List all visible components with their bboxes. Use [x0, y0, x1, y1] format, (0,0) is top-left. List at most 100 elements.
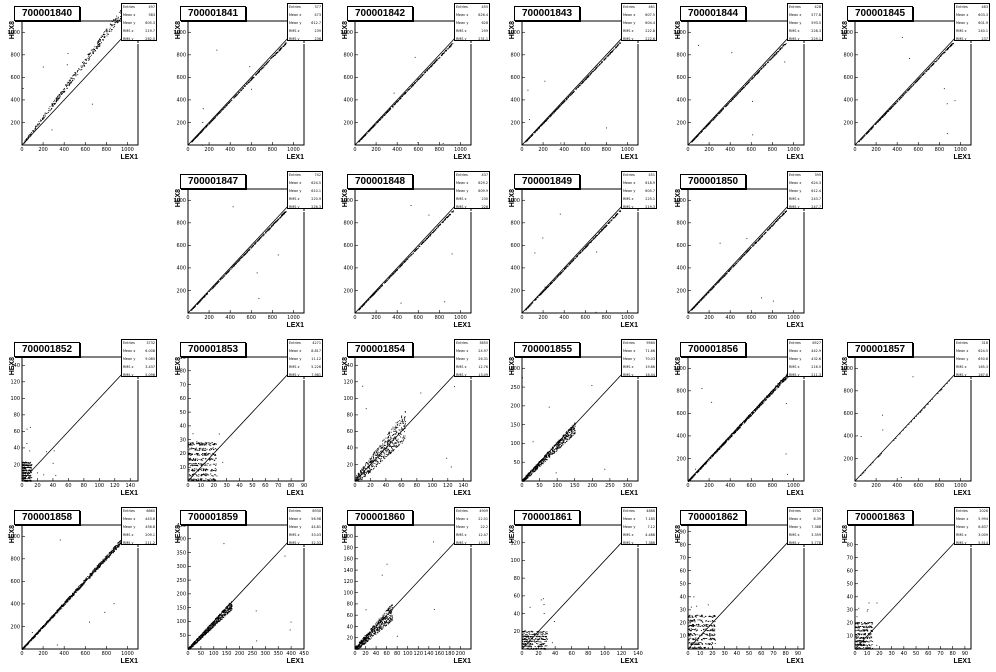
- data-point: [444, 51, 446, 53]
- stats-value: 612.7: [311, 21, 321, 25]
- x-tick-label: 400: [725, 315, 735, 321]
- data-point: [913, 83, 915, 85]
- data-point: [555, 278, 557, 280]
- data-point: [222, 109, 224, 110]
- data-point: [440, 54, 442, 56]
- stats-row: RMS x 3.437: [122, 364, 156, 372]
- plot-frame: [21, 20, 139, 146]
- data-point: [104, 31, 105, 33]
- data-point: [274, 221, 276, 223]
- data-point: [195, 448, 197, 450]
- data-point: [111, 29, 113, 31]
- data-point: [202, 458, 204, 460]
- data-point: [193, 448, 195, 449]
- data-point: [566, 99, 568, 100]
- data-point: [188, 470, 190, 472]
- data-point: [440, 55, 442, 57]
- data-point: [28, 134, 30, 136]
- data-point: [951, 45, 952, 46]
- data-point: [702, 130, 703, 132]
- data-point: [739, 91, 741, 93]
- data-point: [606, 55, 608, 57]
- data-point: [749, 247, 751, 249]
- data-point: [555, 109, 557, 111]
- data-point: [568, 264, 570, 266]
- data-point: [190, 459, 192, 460]
- data-point: [190, 453, 192, 455]
- y-tick-label: 800: [676, 53, 686, 59]
- stats-row: RMS y 237: [955, 36, 989, 44]
- data-point: [719, 111, 721, 113]
- data-point: [40, 120, 42, 121]
- data-point: [196, 304, 198, 306]
- data-point: [559, 273, 561, 275]
- data-point: [420, 77, 421, 79]
- data-point: [431, 65, 433, 67]
- data-point: [712, 287, 714, 288]
- data-point: [99, 39, 101, 41]
- data-point: [604, 58, 606, 60]
- stats-box: Entries 377 Mean x 473 Mean y 612.7 RMS x 239 RM…: [287, 3, 323, 44]
- scatter-points: [358, 205, 454, 311]
- data-point: [197, 465, 199, 467]
- data-point: [73, 75, 75, 76]
- data-point: [204, 449, 206, 451]
- data-point: [430, 66, 432, 68]
- data-point: [97, 45, 99, 47]
- data-point: [214, 463, 216, 465]
- data-point: [758, 71, 760, 73]
- data-point: [118, 19, 120, 21]
- data-point: [199, 132, 201, 134]
- data-point: [213, 448, 215, 450]
- data-point: [212, 479, 214, 480]
- data-point: [205, 126, 207, 128]
- scatter-points: [691, 210, 793, 314]
- data-point: [23, 469, 25, 471]
- chart-title: 700001845: [847, 6, 913, 21]
- y-tick-label: 1000: [673, 30, 686, 36]
- data-point: [374, 124, 376, 126]
- data-point: [42, 66, 44, 68]
- data-point: [562, 102, 564, 104]
- data-point: [22, 473, 24, 474]
- data-point: [765, 232, 766, 233]
- data-point: [244, 85, 246, 87]
- data-point: [192, 464, 194, 466]
- data-point: [722, 107, 724, 109]
- stats-label: RMS x: [123, 29, 134, 33]
- stats-box: Entries 395 Mean x 624.3 Mean y 612.4 RMS x 243…: [787, 171, 823, 212]
- data-point: [265, 63, 267, 65]
- data-point: [195, 453, 197, 454]
- data-point: [203, 296, 205, 298]
- data-point: [714, 284, 716, 286]
- stats-box: Entries 461 Mean x 607.5 Mean y 604.4 RMS x 222…: [621, 3, 657, 44]
- data-point: [200, 447, 202, 449]
- data-point: [258, 71, 260, 73]
- data-point: [595, 311, 597, 313]
- data-point: [29, 475, 31, 477]
- data-point: [728, 270, 730, 272]
- stats-row: Entries 437: [455, 172, 489, 180]
- data-point: [384, 282, 385, 284]
- data-point: [196, 454, 198, 456]
- data-point: [198, 133, 200, 135]
- data-point: [29, 465, 31, 467]
- stats-label: Mean x: [623, 181, 636, 185]
- x-tick-label: 200: [38, 147, 48, 153]
- data-point: [285, 210, 287, 212]
- data-point: [603, 228, 605, 230]
- scatter-points: [688, 43, 787, 145]
- data-point: [205, 473, 207, 475]
- data-point: [103, 37, 105, 39]
- stats-label: RMS y: [623, 37, 634, 41]
- data-point: [701, 298, 703, 300]
- data-point: [106, 30, 108, 32]
- data-point: [282, 213, 284, 215]
- data-point: [708, 123, 710, 125]
- data-point: [194, 454, 196, 455]
- data-point: [894, 103, 896, 105]
- data-point: [279, 50, 281, 52]
- data-point: [700, 131, 702, 133]
- data-point: [200, 459, 202, 461]
- stats-row: RMS y 226.3: [288, 204, 322, 212]
